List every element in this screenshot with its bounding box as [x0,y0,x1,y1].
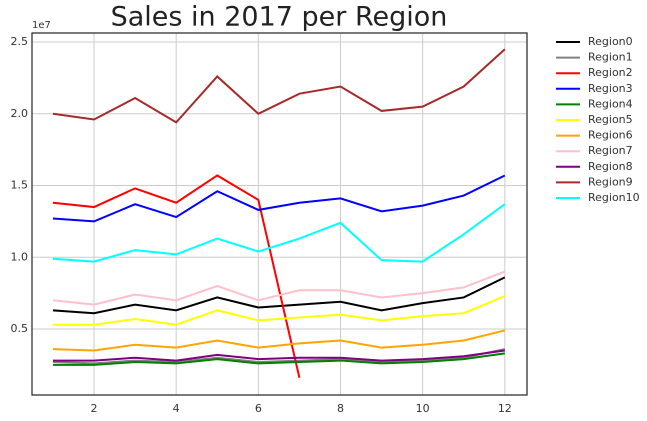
legend-label: Region0 [588,35,633,48]
series-line [52,174,301,379]
series-line [52,295,506,326]
y-tick-label: 2.5 [11,35,29,48]
x-tick-label: 2 [91,402,98,415]
legend-label: Region7 [588,144,633,157]
legend-label: Region10 [588,191,640,204]
series-line [52,349,505,362]
y-tick-label: 0.5 [11,322,29,335]
series-line [52,329,506,352]
series-line [52,348,506,365]
plot-frame [31,32,528,396]
x-tick-label: 10 [416,402,430,415]
series-line [52,352,505,366]
x-tick-label: 12 [498,402,512,415]
legend-label: Region1 [588,51,633,64]
series-line [52,276,506,315]
legend-label: Region6 [588,129,633,142]
legend-label: Region3 [588,82,633,95]
y-tick-label: 1.0 [11,250,29,263]
y-tick-label: 2.0 [11,107,29,120]
chart-title: Sales in 2017 per Region [111,2,448,33]
legend-label: Region4 [588,97,633,110]
y-offset-label: 1e7 [32,20,51,31]
x-tick-label: 8 [337,402,344,415]
series-line [52,48,506,124]
series-line [52,203,506,263]
series-line [52,174,506,223]
legend-label: Region2 [588,66,633,79]
series-line [52,270,506,306]
legend-label: Region5 [588,113,633,126]
legend-label: Region8 [588,160,633,173]
y-tick-label: 1.5 [11,179,29,192]
legend-label: Region9 [588,175,633,188]
x-tick-label: 4 [173,402,180,415]
x-tick-label: 6 [255,402,262,415]
